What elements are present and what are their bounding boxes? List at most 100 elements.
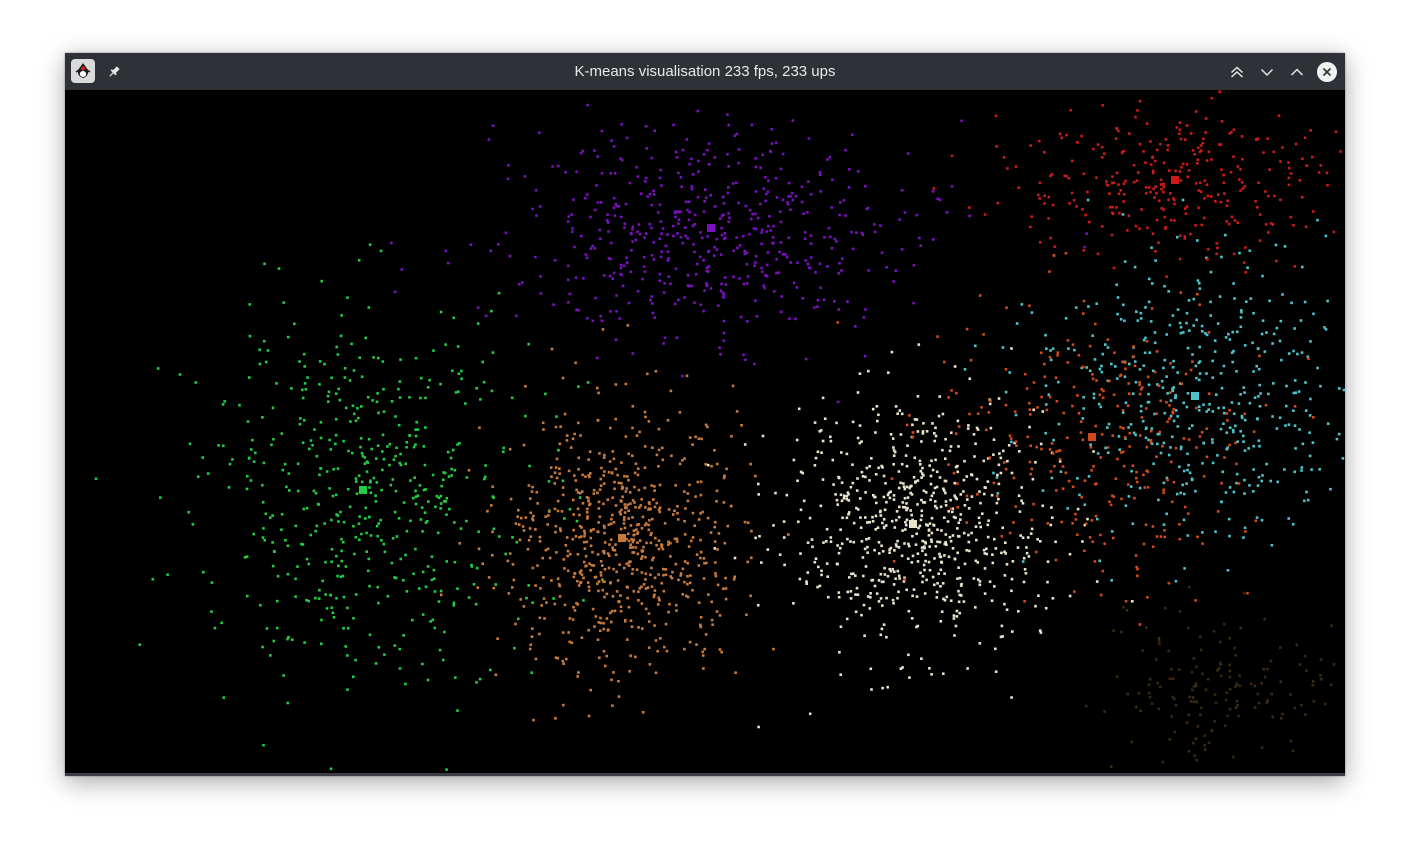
data-point	[920, 509, 924, 513]
data-point	[809, 234, 813, 237]
data-point	[613, 214, 617, 217]
data-point	[368, 584, 371, 588]
data-point	[1098, 559, 1101, 563]
data-point	[1219, 674, 1223, 677]
data-point	[789, 208, 792, 211]
data-point	[1305, 669, 1308, 672]
data-point	[394, 454, 397, 458]
data-point	[606, 219, 609, 222]
data-point	[251, 438, 254, 442]
data-point	[1041, 489, 1045, 492]
data-point	[895, 545, 898, 548]
data-point	[1135, 470, 1138, 474]
data-point	[528, 464, 531, 468]
data-point	[1312, 680, 1315, 683]
data-point	[721, 291, 725, 294]
data-point	[1175, 126, 1179, 129]
data-point	[779, 167, 783, 171]
data-point	[346, 688, 349, 691]
data-point	[895, 510, 899, 513]
data-point	[739, 315, 743, 319]
data-point	[855, 231, 858, 234]
data-point	[666, 250, 670, 253]
data-point	[1199, 713, 1202, 716]
data-point	[612, 567, 615, 571]
data-point	[902, 485, 906, 488]
data-point	[437, 600, 441, 603]
data-point	[774, 491, 777, 495]
data-point	[412, 572, 415, 576]
data-point	[646, 372, 649, 376]
data-point	[1174, 409, 1178, 412]
data-point	[554, 466, 558, 469]
data-point	[1089, 443, 1092, 446]
data-point	[294, 524, 298, 528]
data-point	[1020, 303, 1024, 306]
data-point	[1171, 435, 1174, 439]
data-point	[647, 501, 651, 504]
data-point	[686, 595, 690, 599]
data-point	[715, 248, 719, 251]
keep-above-button[interactable]	[1226, 61, 1248, 83]
data-point	[754, 190, 758, 193]
data-point	[916, 552, 920, 555]
data-point	[640, 585, 643, 589]
data-point	[928, 667, 931, 670]
data-point	[632, 551, 636, 554]
data-point	[694, 435, 697, 439]
data-point	[1259, 392, 1262, 395]
data-point	[282, 674, 285, 677]
data-point	[1203, 734, 1207, 737]
close-button[interactable]	[1316, 61, 1338, 83]
data-point	[433, 577, 436, 580]
data-point	[1138, 383, 1141, 387]
data-point	[354, 419, 358, 423]
data-point	[882, 518, 886, 521]
maximize-button[interactable]	[1286, 61, 1308, 83]
data-point	[895, 518, 898, 522]
pin-icon[interactable]	[104, 62, 124, 82]
data-point	[1001, 526, 1004, 530]
data-point	[1213, 720, 1216, 723]
data-point	[949, 539, 953, 543]
data-point	[1188, 427, 1191, 430]
data-point	[578, 513, 581, 517]
data-point	[1049, 523, 1053, 527]
data-point	[880, 251, 884, 255]
title-bar[interactable]: K-means visualisation 233 fps, 233 ups	[65, 53, 1345, 90]
data-point	[1117, 435, 1121, 438]
data-point	[891, 437, 895, 440]
data-point	[637, 523, 641, 526]
data-point	[982, 548, 986, 552]
data-point	[631, 240, 634, 243]
data-point	[390, 561, 394, 565]
visualisation-canvas[interactable]	[65, 90, 1345, 773]
data-point	[792, 458, 796, 462]
data-point	[663, 282, 666, 285]
java-duke-icon[interactable]	[71, 59, 95, 83]
data-point	[558, 527, 562, 530]
data-point	[525, 596, 528, 600]
data-point	[1138, 99, 1142, 103]
data-point	[645, 541, 648, 545]
data-point	[271, 564, 275, 568]
data-point	[1235, 682, 1238, 685]
data-point	[1309, 129, 1312, 132]
data-point	[1305, 164, 1309, 167]
data-point	[1188, 329, 1191, 332]
data-point	[1219, 661, 1222, 665]
data-point	[999, 635, 1003, 639]
data-point	[534, 255, 537, 259]
data-point	[840, 481, 844, 484]
data-point	[1158, 642, 1161, 645]
data-point	[626, 475, 629, 478]
data-point	[644, 506, 647, 509]
data-point	[379, 249, 383, 253]
data-point	[713, 205, 717, 208]
data-point	[1163, 529, 1166, 532]
data-point	[1074, 518, 1078, 521]
data-point	[1242, 591, 1246, 595]
keep-below-button[interactable]	[1256, 61, 1278, 83]
data-point	[530, 635, 534, 638]
data-point	[576, 579, 579, 583]
